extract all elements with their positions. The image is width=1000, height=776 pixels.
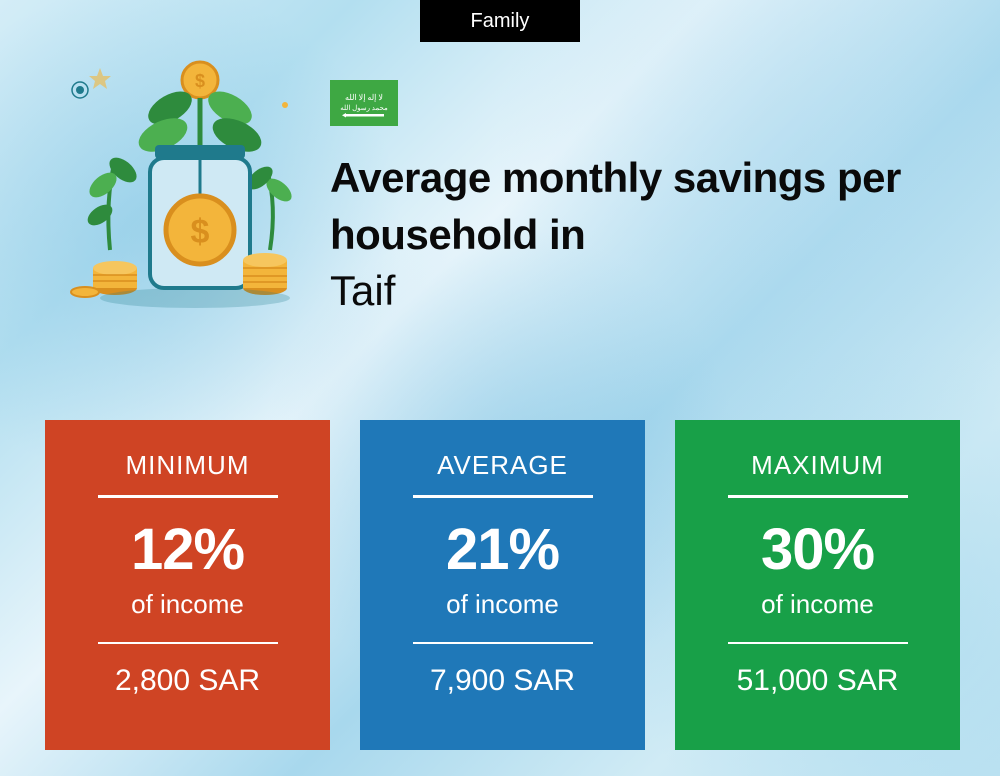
card-amount: 51,000 SAR [737,664,899,698]
card-income-text: of income [761,589,874,620]
savings-illustration: $ $ [55,50,305,310]
divider-icon [728,642,908,644]
divider-icon [98,495,278,498]
card-label: MAXIMUM [751,450,884,481]
card-percent: 21% [446,516,559,583]
card-amount: 2,800 SAR [115,664,260,698]
category-tag: Family [420,0,580,42]
card-amount: 7,900 SAR [430,664,575,698]
svg-text:$: $ [191,213,210,251]
card-maximum: MAXIMUM 30% of income 51,000 SAR [675,420,960,750]
svg-text:لا إله إلا الله: لا إله إلا الله [345,93,383,102]
card-income-text: of income [131,589,244,620]
country-flag: لا إله إلا الله محمد رسول الله [330,80,398,126]
svg-text:محمد رسول الله: محمد رسول الله [340,104,388,112]
card-percent: 30% [761,516,874,583]
divider-icon [728,495,908,498]
category-label: Family [471,10,530,33]
card-minimum: MINIMUM 12% of income 2,800 SAR [45,420,330,750]
stat-cards-row: MINIMUM 12% of income 2,800 SAR AVERAGE … [45,420,960,750]
divider-icon [413,642,593,644]
card-income-text: of income [446,589,559,620]
title-block: Average monthly savings per household in… [330,150,970,320]
svg-text:$: $ [195,71,205,91]
card-label: AVERAGE [437,450,568,481]
card-average: AVERAGE 21% of income 7,900 SAR [360,420,645,750]
divider-icon [98,642,278,644]
card-percent: 12% [131,516,244,583]
card-label: MINIMUM [126,450,250,481]
divider-icon [413,495,593,498]
title-city: Taif [330,263,970,320]
title-main: Average monthly savings per household in [330,150,970,263]
